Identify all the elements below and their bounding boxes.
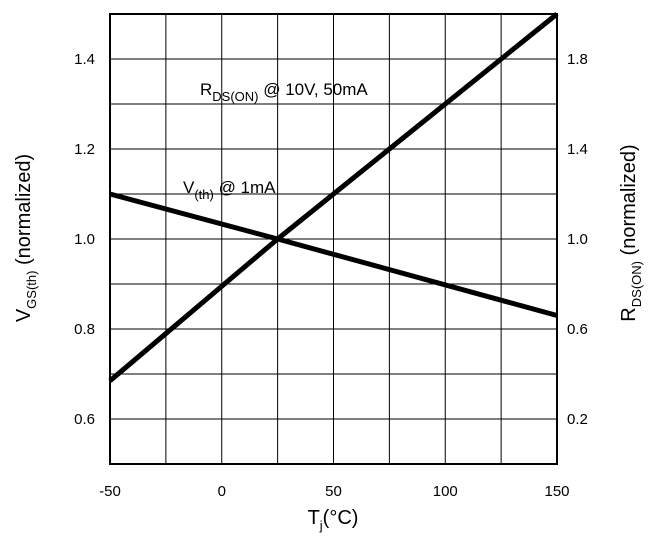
x-axis-title: Tj(°C) [308,507,359,533]
y-right-tick-label: 1.8 [567,51,588,68]
series-label-rds-on: RDS(ON) @ 10V, 50mA [200,80,368,104]
series-line-vth [109,191,558,318]
y-left-tick-label: 0.8 [74,321,95,338]
y-right-tick-label: 1.4 [567,141,588,158]
y-left-tick-label: 1.2 [74,141,95,158]
x-tick-label: -50 [99,483,121,500]
x-tick-label: 0 [218,483,226,500]
x-tick-label: 150 [544,483,569,500]
y-right-tick-label: 0.2 [567,411,588,428]
series-layer [108,12,559,383]
plot-frame [109,13,558,465]
tick-labels: -50 0 50 100 150 0.6 0.8 1.0 1.2 1.4 0.2 0.6 1.0 1.4 1… [74,51,588,500]
y-right-tick-label: 0.6 [567,321,588,338]
x-tick-label: 100 [433,483,458,500]
y-left-tick-label: 0.6 [74,411,95,428]
x-tick-label: 50 [325,483,342,500]
y-right-tick-label: 1.0 [567,231,588,248]
y-axis-left-title: VGS(th) (normalized) [13,154,39,322]
y-left-tick-label: 1.4 [74,51,95,68]
series-label-vth: V(th) @ 1mA [183,178,276,202]
y-axis-right-title: RDS(ON) (normalized) [618,144,644,321]
grid [110,14,557,464]
y-left-tick-label: 1.0 [74,231,95,248]
